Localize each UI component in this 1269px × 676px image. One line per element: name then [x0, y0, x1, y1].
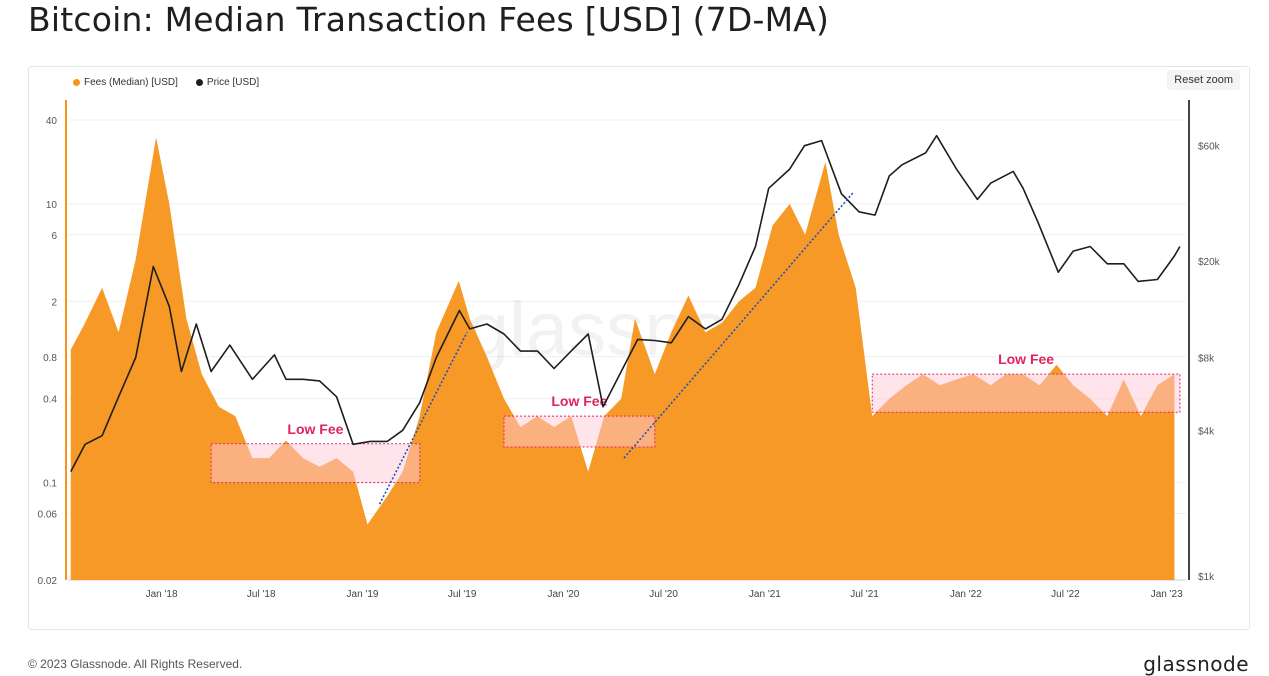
y-left-tick-label: 0.02 — [38, 576, 58, 587]
y-right-tick-label: $1k — [1198, 572, 1215, 583]
y-right-tick-label: $4k — [1198, 426, 1215, 437]
x-tick-label: Jul '20 — [649, 589, 678, 600]
x-tick-label: Jan '21 — [749, 589, 781, 600]
x-tick-label: Jan '20 — [547, 589, 579, 600]
low-fee-label: Low Fee — [998, 351, 1054, 367]
x-tick-label: Jul '18 — [247, 589, 276, 600]
y-right-tick-label: $8k — [1198, 353, 1215, 364]
y-left-tick-label: 0.1 — [43, 479, 57, 490]
x-tick-label: Jan '23 — [1151, 589, 1183, 600]
legend-item-fees[interactable]: Fees (Median) [USD] — [73, 77, 178, 88]
x-tick-label: Jan '19 — [347, 589, 379, 600]
x-tick-label: Jul '19 — [448, 589, 477, 600]
y-left-tick-label: 0.4 — [43, 395, 57, 406]
x-tick-label: Jul '21 — [850, 589, 879, 600]
legend-label-price: Price [USD] — [206, 77, 260, 88]
y-right-tick-label: $20k — [1198, 257, 1221, 268]
y-left-tick-label: 40 — [46, 116, 58, 127]
low-fee-band — [503, 415, 656, 448]
price-dot-icon — [195, 78, 203, 86]
legend-label-fees: Fees (Median) [USD] — [84, 77, 178, 88]
trend-line — [378, 331, 468, 505]
y-left-tick-label: 6 — [51, 231, 57, 242]
fees-dot-icon — [73, 78, 80, 86]
y-right-tick-label: $60k — [1198, 142, 1221, 153]
chart-legend: Fees (Median) [USD] Price [USD] — [73, 77, 259, 88]
brand-logo: glassnode — [1143, 652, 1249, 676]
x-tick-label: Jan '22 — [950, 589, 982, 600]
reset-zoom-button[interactable]: Reset zoom — [1167, 70, 1240, 90]
y-left-tick-label: 0.06 — [38, 510, 58, 521]
low-fee-label: Low Fee — [551, 393, 607, 409]
low-fee-label: Low Fee — [287, 421, 343, 437]
legend-item-price[interactable]: Price [USD] — [195, 77, 260, 88]
x-tick-label: Jul '22 — [1051, 589, 1080, 600]
y-left-tick-label: 10 — [46, 200, 58, 211]
copyright-footer: © 2023 Glassnode. All Rights Reserved. — [28, 657, 243, 671]
price-line-series — [70, 134, 1181, 472]
low-fee-band — [871, 373, 1181, 413]
chart-title: Bitcoin: Median Transaction Fees [USD] (… — [28, 0, 830, 39]
low-fee-band — [210, 443, 421, 484]
y-left-tick-label: 2 — [51, 297, 57, 308]
y-left-tick-label: 0.8 — [43, 353, 57, 364]
x-tick-label: Jan '18 — [146, 589, 178, 600]
